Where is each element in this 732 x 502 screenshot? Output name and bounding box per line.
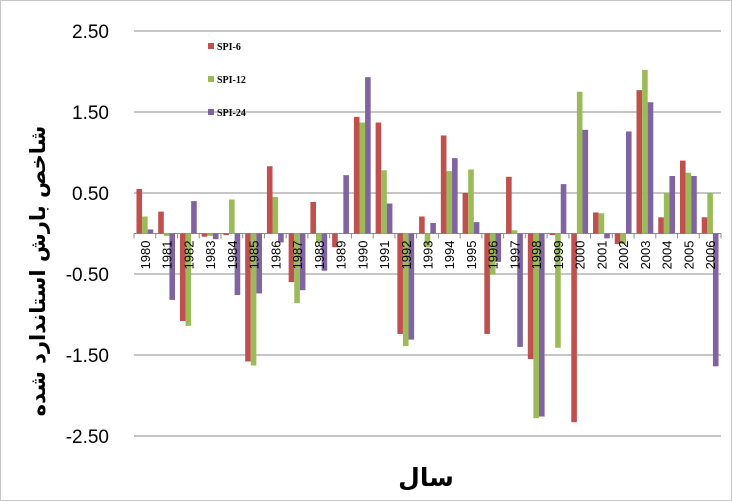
x-tick-label: 1995 — [464, 241, 479, 270]
y-axis-title: شاخص بارش استاندارد شده — [26, 126, 50, 417]
bar-spi-6-2005 — [680, 161, 686, 234]
x-tick-label: 1999 — [551, 241, 566, 270]
bar-spi-6-1991 — [376, 123, 382, 234]
x-tick-label: 1982 — [181, 241, 196, 270]
bar-spi-12-2004 — [664, 193, 670, 234]
x-tick-labels: 1980 1981 1982 1983 1984 1985 1986 1987 1988 1989… — [138, 241, 718, 270]
bar-spi-24-1995 — [474, 222, 480, 233]
bar-spi-12-2001 — [599, 213, 605, 233]
legend-swatch-spi-6 — [208, 43, 214, 49]
bar-spi-6-1990 — [354, 117, 360, 234]
bar-spi-24-2000 — [582, 130, 588, 234]
bar-spi-6-1994 — [441, 135, 447, 233]
y-tick-label: -1.50 — [66, 346, 109, 367]
bar-spi-24-2005 — [691, 176, 697, 234]
x-axis-title: سال — [398, 463, 454, 492]
bar-spi-6-1999 — [550, 234, 556, 236]
y-tick-label: 1.50 — [72, 103, 109, 124]
x-tick-label: 2003 — [638, 241, 653, 270]
x-tick-label: 2006 — [703, 241, 718, 270]
bar-spi-24-1993 — [430, 223, 436, 234]
x-tick-label: 1990 — [355, 241, 370, 270]
bar-spi-12-1997 — [512, 230, 518, 233]
bar-spi-6-1995 — [463, 193, 469, 234]
x-tick-label: 1986 — [268, 241, 283, 270]
x-tick-label: 2002 — [616, 241, 631, 270]
bar-spi-12-1988 — [316, 234, 322, 242]
bar-spi-6-1983 — [202, 234, 208, 237]
y-tick-label: -0.50 — [66, 265, 109, 286]
bar-spi-12-2005 — [686, 173, 692, 234]
x-tick-label: 1983 — [203, 241, 218, 270]
bar-spi-12-1981 — [164, 234, 170, 236]
x-tick-label: 2004 — [660, 241, 675, 270]
bar-spi-24-1989 — [343, 175, 349, 233]
legend-swatch-spi-24 — [208, 109, 214, 115]
bar-spi-12-2000 — [577, 92, 583, 234]
legend-label-spi-24: SPI-24 — [217, 108, 246, 119]
bar-spi-6-1993 — [419, 216, 425, 233]
bar-spi-12-2003 — [642, 70, 648, 234]
x-tick-label: 1994 — [442, 241, 457, 270]
x-tick-label: 1993 — [421, 241, 436, 270]
bar-spi-12-2006 — [707, 193, 713, 234]
bar-spi-12-1984 — [229, 199, 235, 233]
legend-label-spi-12: SPI-12 — [217, 75, 246, 86]
x-tick-label: 1998 — [529, 241, 544, 270]
x-tick-label: 1997 — [507, 241, 522, 270]
bar-spi-12-1995 — [468, 170, 474, 234]
x-tick-label: 2001 — [594, 241, 609, 270]
x-tick-label: 1987 — [290, 241, 305, 270]
bar-spi-24-1991 — [387, 204, 393, 234]
x-tick-label: 1988 — [312, 241, 327, 270]
x-tick-label: 1984 — [225, 241, 240, 270]
x-tick-label: 1989 — [334, 241, 349, 270]
bar-spi-6-1984 — [223, 234, 229, 236]
bar-spi-6-1986 — [267, 166, 273, 233]
bar-spi-6-1997 — [506, 177, 512, 234]
bar-spi-24-1990 — [365, 77, 371, 233]
legend: SPI-6 SPI-12 SPI-24 — [208, 42, 246, 119]
x-tick-label: 1996 — [486, 241, 501, 270]
bar-spi-24-1994 — [452, 158, 458, 233]
x-tick-label: 1992 — [399, 241, 414, 270]
bar-spi-24-1980 — [148, 229, 154, 233]
bar-spi-6-1981 — [158, 212, 164, 234]
y-tick-label: 2.50 — [72, 22, 109, 43]
bar-spi-6-1988 — [310, 202, 316, 234]
x-tick-label: 1991 — [377, 241, 392, 270]
bar-spi-12-1986 — [273, 197, 279, 233]
y-tick-label: 0.50 — [72, 184, 109, 205]
x-tick-label: 1985 — [247, 241, 262, 270]
y-tick-labels: 2.50 1.50 0.50 -0.50 -1.50 -2.50 — [66, 22, 109, 448]
bar-spi-24-2003 — [648, 102, 654, 233]
bar-spi-24-2002 — [626, 131, 632, 233]
bar-spi-24-1983 — [213, 234, 219, 240]
x-tick-label: 1981 — [160, 241, 175, 270]
bar-spi-24-2001 — [604, 234, 610, 239]
legend-label-spi-6: SPI-6 — [217, 42, 241, 53]
bar-spi-6-2003 — [637, 90, 643, 233]
bar-spi-24-1999 — [561, 184, 567, 233]
bar-spi-24-2004 — [669, 176, 675, 234]
bar-spi-6-2004 — [658, 217, 664, 233]
x-tick-label: 2005 — [681, 241, 696, 270]
x-tick-label: 1980 — [138, 241, 153, 270]
bar-spi-12-1994 — [446, 171, 452, 233]
bar-spi-6-2006 — [702, 217, 708, 233]
bar-spi-12-1980 — [142, 216, 148, 233]
bar-spi-6-1980 — [136, 189, 142, 234]
bar-spi-6-2001 — [593, 212, 599, 233]
bar-spi-12-1991 — [381, 170, 387, 233]
bar-spi-12-1983 — [207, 234, 213, 236]
x-tick-label: 2000 — [573, 241, 588, 270]
y-tick-label: -2.50 — [66, 427, 109, 448]
legend-swatch-spi-12 — [208, 76, 214, 82]
bar-spi-12-1990 — [359, 123, 365, 234]
bar-spi-24-1982 — [191, 201, 197, 233]
